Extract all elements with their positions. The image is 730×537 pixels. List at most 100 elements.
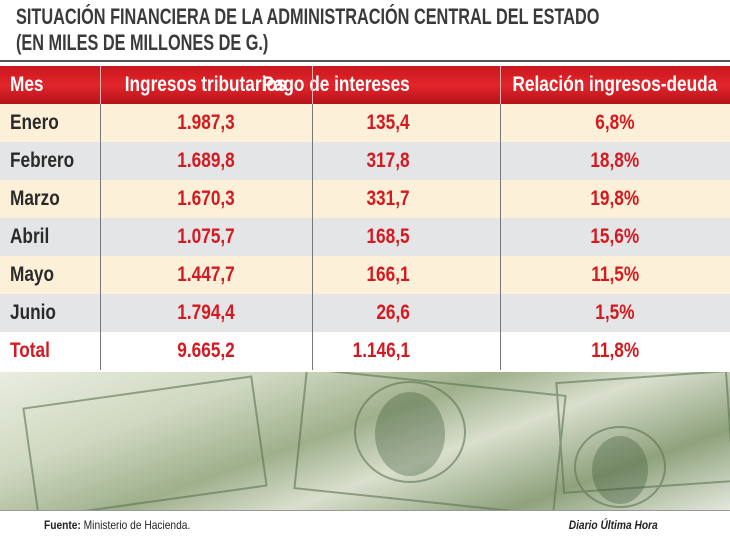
title-line: SITUACIÓN FINANCIERA DE LA ADMINISTRACIÓ… <box>16 4 600 29</box>
table-cell: 19,8% <box>500 180 730 218</box>
cell-text: 1.689,8 <box>177 149 235 172</box>
title-line: (EN MILES DE MILLONES DE G.) <box>16 30 269 55</box>
cell-text: 1.794,4 <box>177 301 235 324</box>
banknote-image <box>0 367 730 519</box>
cell-text: 135,4 <box>366 111 410 134</box>
header-cell: Ingresos tributarios <box>100 66 312 104</box>
cell-text: 331,7 <box>366 187 410 210</box>
cell-text: Total <box>10 339 50 362</box>
table-cell: 15,6% <box>500 218 730 256</box>
table-cell: 6,8% <box>500 104 730 142</box>
cell-text: Junio <box>10 301 56 324</box>
cell-text: 317,8 <box>366 149 410 172</box>
header-cell: Relación ingresos-deuda <box>500 66 730 104</box>
column-divider <box>500 142 501 180</box>
table-cell: Enero <box>10 104 100 142</box>
source-text: Ministerio de Hacienda. <box>83 518 191 532</box>
table-row: Mayo 1.447,7 166,1 11,5% <box>0 256 730 294</box>
credit: Diario Última Hora <box>569 518 658 532</box>
table-cell: 135,4 <box>312 104 500 142</box>
cell-text: 1.447,7 <box>177 263 235 286</box>
column-divider <box>100 256 101 294</box>
table-cell: 1.689,8 <box>100 142 312 180</box>
column-divider <box>312 218 313 256</box>
column-divider <box>500 256 501 294</box>
table-cell: 331,7 <box>312 180 500 218</box>
column-divider <box>100 218 101 256</box>
table-cell: 18,8% <box>500 142 730 180</box>
column-divider <box>312 294 313 332</box>
table-cell: 1,5% <box>500 294 730 332</box>
table-row: Total 9.665,2 1.146,1 11,8% <box>0 332 730 370</box>
cell-text: 18,8% <box>590 149 640 172</box>
cell-text: 9.665,2 <box>177 339 235 362</box>
column-divider <box>312 104 313 142</box>
table-cell: 317,8 <box>312 142 500 180</box>
cell-text: 1.670,3 <box>177 187 235 210</box>
table-cell: 1.075,7 <box>100 218 312 256</box>
column-divider <box>500 294 501 332</box>
cell-text: 26,6 <box>376 301 410 324</box>
table-row: Mes Ingresos tributarios Pago de intereses… <box>0 66 730 104</box>
cell-text: 1.987,3 <box>177 111 235 134</box>
cell-text: 168,5 <box>366 225 410 248</box>
column-divider <box>100 294 101 332</box>
cell-text: Abril <box>10 225 50 248</box>
cell-text: 15,6% <box>590 225 640 248</box>
table-row: Enero 1.987,3 135,4 6,8% <box>0 104 730 142</box>
column-divider <box>100 66 101 104</box>
column-divider <box>100 180 101 218</box>
cell-text: Enero <box>10 111 59 134</box>
column-divider <box>312 180 313 218</box>
footer: Fuente: Ministerio de Hacienda. Diario Ú… <box>0 510 730 537</box>
column-divider <box>312 256 313 294</box>
total-cell: 9.665,2 <box>100 332 312 370</box>
cell-text: Pago de intereses <box>262 73 410 96</box>
table-cell: Abril <box>10 218 100 256</box>
cell-text: 1.075,7 <box>177 225 235 248</box>
cell-text: 1.146,1 <box>352 339 410 362</box>
table-cell: Junio <box>10 294 100 332</box>
cell-text: 6,8% <box>595 111 635 134</box>
total-cell: Total <box>10 332 100 370</box>
cell-text: 19,8% <box>590 187 640 210</box>
table-cell: Marzo <box>10 180 100 218</box>
column-divider <box>500 332 501 370</box>
table-cell: 1.447,7 <box>100 256 312 294</box>
table-cell: 1.794,4 <box>100 294 312 332</box>
column-divider <box>312 332 313 370</box>
cell-text: Ingresos tributarios <box>125 73 287 96</box>
table-cell: 26,6 <box>312 294 500 332</box>
header-cell: Pago de intereses <box>263 66 500 104</box>
table-cell: 1.670,3 <box>100 180 312 218</box>
cell-text: 166,1 <box>366 263 410 286</box>
source: Fuente: Ministerio de Hacienda. <box>44 518 190 532</box>
cell-text: Febrero <box>10 149 75 172</box>
table-cell: 1.987,3 <box>100 104 312 142</box>
table-cell: Mayo <box>10 256 100 294</box>
column-divider <box>500 66 501 104</box>
column-divider <box>500 218 501 256</box>
table-row: Marzo 1.670,3 331,7 19,8% <box>0 180 730 218</box>
cell-text: Mes <box>10 73 44 96</box>
table-row: Febrero 1.689,8 317,8 18,8% <box>0 142 730 180</box>
header-cell: Mes <box>10 66 100 104</box>
rule <box>0 60 730 62</box>
table-cell: Febrero <box>10 142 100 180</box>
table-cell: 166,1 <box>312 256 500 294</box>
banknote-art <box>22 367 730 519</box>
table-row: Abril 1.075,7 168,5 15,6% <box>0 218 730 256</box>
cell-text: 11,5% <box>591 263 639 286</box>
table-row: Junio 1.794,4 26,6 1,5% <box>0 294 730 332</box>
column-divider <box>312 66 313 104</box>
table-cell: 11,5% <box>500 256 730 294</box>
column-divider <box>500 180 501 218</box>
cell-text: 11,8% <box>591 339 639 362</box>
column-divider <box>100 332 101 370</box>
column-divider <box>100 104 101 142</box>
cell-text: Relación ingresos-deuda <box>512 73 718 96</box>
table: Mes Ingresos tributarios Pago de intereses… <box>0 66 730 370</box>
cell-text: Marzo <box>10 187 60 210</box>
column-divider <box>312 142 313 180</box>
